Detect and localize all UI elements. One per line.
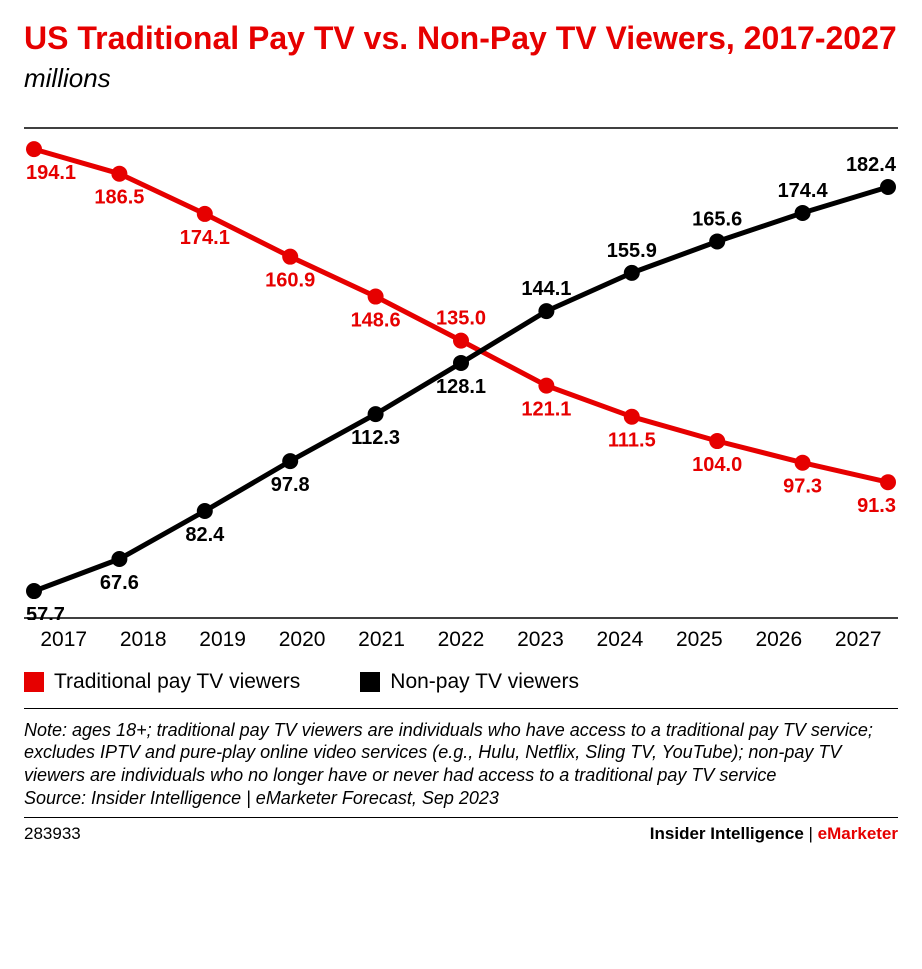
x-axis-tick-label: 2021 (342, 628, 421, 652)
data-point-label: 148.6 (351, 309, 401, 331)
legend-swatch (24, 672, 44, 692)
x-axis-tick-label: 2027 (819, 628, 898, 652)
chart-footer: 283933 Insider Intelligence | eMarketer (24, 818, 898, 844)
line-chart-svg: 194.1 186.5 174.1 160.9 148.6 135.0 121.1 111.5… (24, 120, 898, 620)
x-axis-labels: 2017201820192020202120222023202420252026… (24, 620, 898, 666)
data-point-label: 82.4 (185, 524, 225, 546)
data-point-label: 104.0 (692, 454, 742, 476)
x-axis-tick-label: 2020 (262, 628, 341, 652)
chart-area: 194.1 186.5 174.1 160.9 148.6 135.0 121.1 111.5… (24, 120, 898, 666)
footer-id: 283933 (24, 824, 81, 844)
legend-item: Traditional pay TV viewers (24, 670, 300, 694)
data-point-label: 121.1 (521, 398, 571, 420)
footer-brand: Insider Intelligence | eMarketer (650, 824, 898, 844)
legend-item: Non-pay TV viewers (360, 670, 579, 694)
x-axis-tick-label: 2024 (580, 628, 659, 652)
x-axis-tick-label: 2023 (501, 628, 580, 652)
data-point-label: 135.0 (436, 307, 486, 329)
data-point-label: 155.9 (607, 240, 657, 262)
data-point-label: 160.9 (265, 269, 315, 291)
data-point-label: 97.3 (783, 476, 822, 498)
data-point-label: 97.8 (271, 474, 310, 496)
brand-emarketer: eMarketer (818, 824, 898, 843)
chart-note: Note: ages 18+; traditional pay TV viewe… (24, 709, 898, 789)
data-point-label: 112.3 (351, 427, 400, 449)
data-point-label: 182.4 (846, 154, 897, 176)
data-point-label: 186.5 (94, 187, 144, 209)
legend-label: Traditional pay TV viewers (54, 670, 300, 694)
data-point-label: 91.3 (857, 495, 896, 517)
brand-insider: Insider Intelligence (650, 824, 804, 843)
data-point-label: 174.1 (180, 227, 230, 249)
legend-swatch (360, 672, 380, 692)
x-axis-tick-label: 2019 (183, 628, 262, 652)
legend-label: Non-pay TV viewers (390, 670, 579, 694)
data-point-label: 144.1 (521, 278, 571, 300)
x-axis-tick-label: 2026 (739, 628, 818, 652)
chart-title: US Traditional Pay TV vs. Non-Pay TV Vie… (24, 20, 898, 57)
chart-subtitle: millions (24, 63, 898, 94)
data-point-label: 194.1 (26, 162, 76, 184)
x-axis-tick-label: 2017 (24, 628, 103, 652)
data-point-label: 174.4 (778, 180, 829, 202)
brand-sep: | (804, 824, 818, 843)
x-axis-tick-label: 2018 (103, 628, 182, 652)
x-axis-tick-label: 2025 (660, 628, 739, 652)
data-point-label: 165.6 (692, 208, 742, 230)
data-point-label: 128.1 (436, 376, 486, 398)
x-axis-tick-label: 2022 (421, 628, 500, 652)
data-point-label: 111.5 (608, 430, 656, 452)
data-point-label: 67.6 (100, 572, 139, 594)
data-point-label: 57.7 (26, 604, 65, 620)
chart-legend: Traditional pay TV viewers Non-pay TV vie… (24, 666, 898, 708)
chart-source: Source: Insider Intelligence | eMarketer… (24, 788, 898, 817)
